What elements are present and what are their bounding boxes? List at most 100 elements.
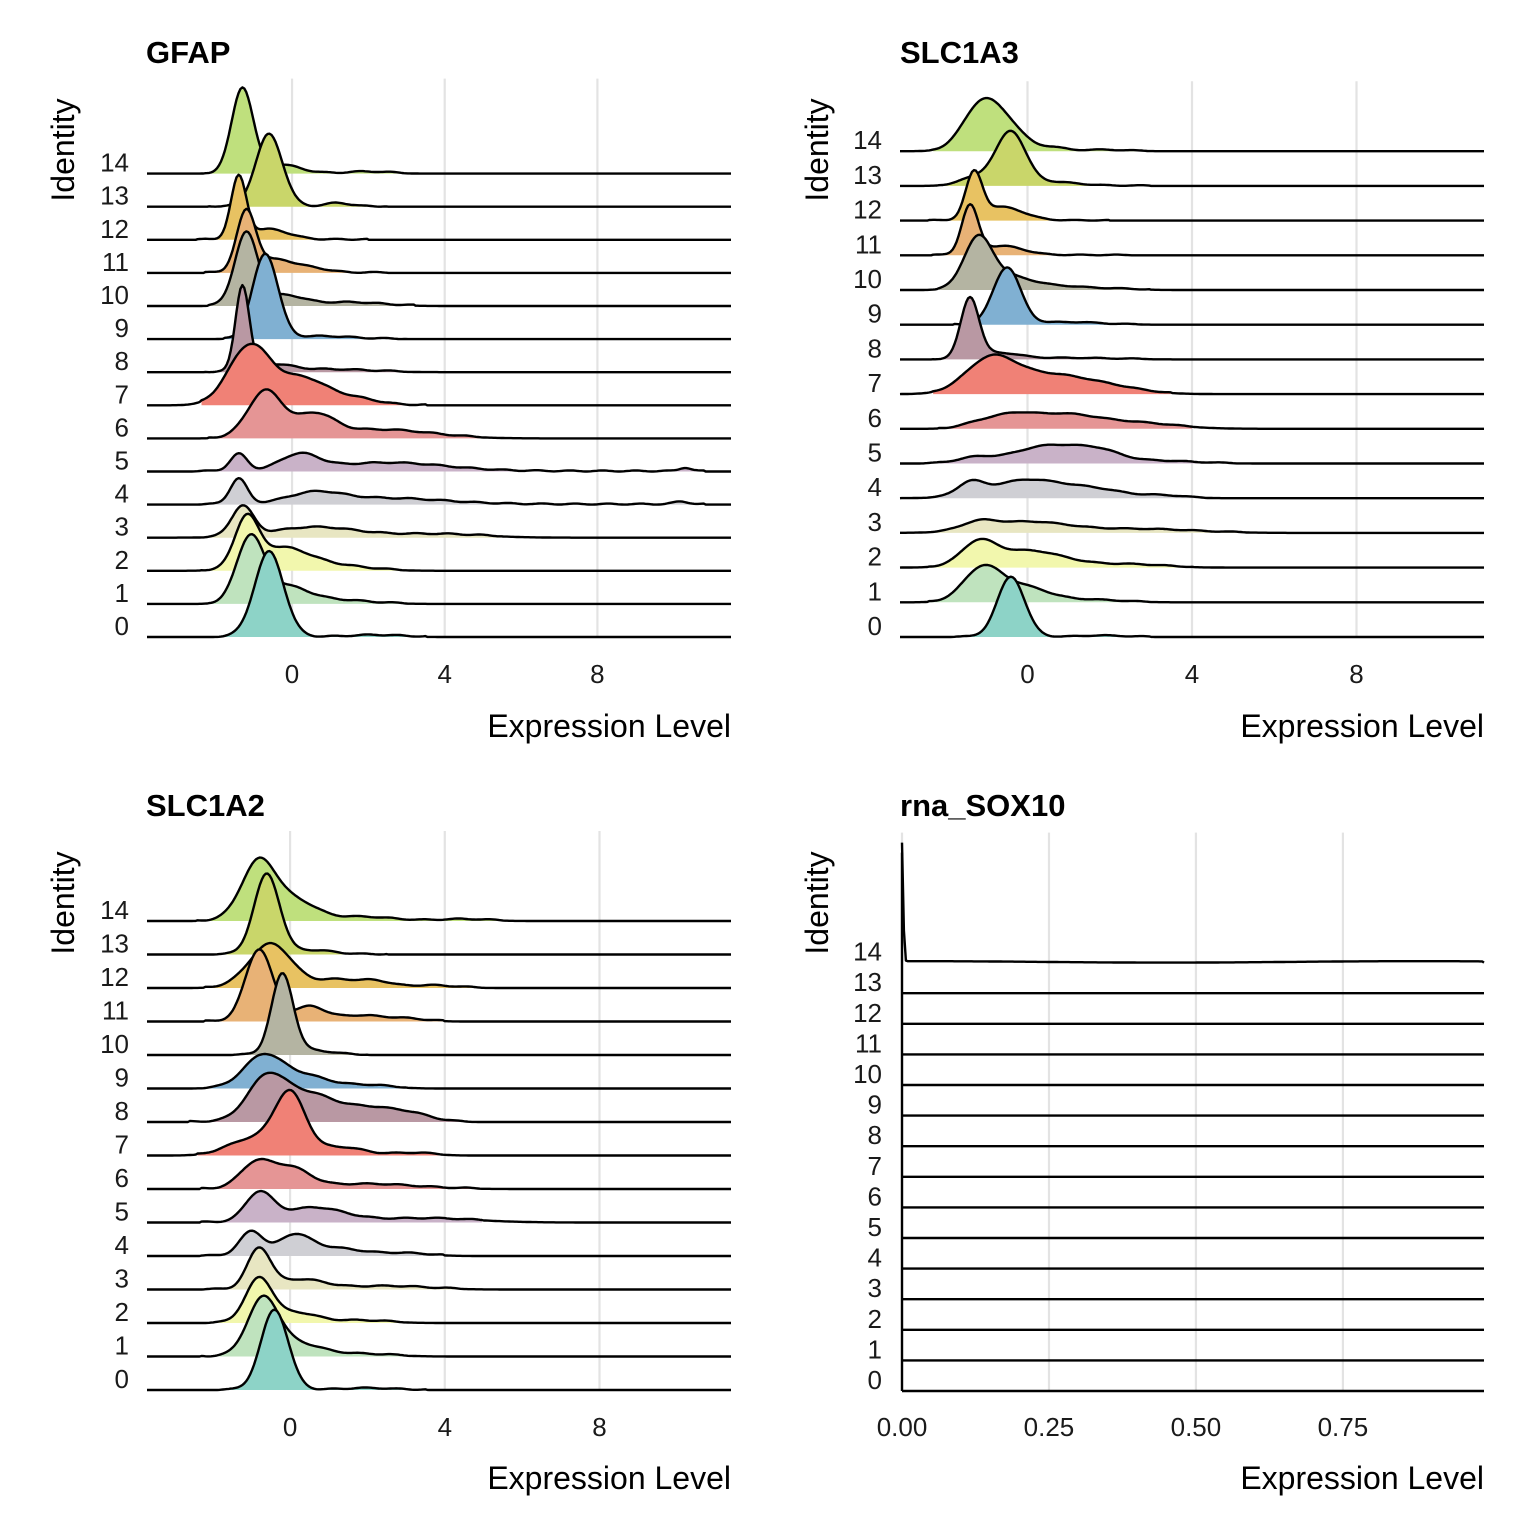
ridge-fill-12 [205,943,482,988]
ridge-line-9 [147,1052,731,1090]
y-tick-label: 1 [115,578,129,608]
x-tick-label: 8 [590,659,604,689]
y-tick-label: 6 [868,1181,882,1211]
ridges [147,86,731,639]
y-tick-label: 3 [868,507,882,537]
panel-title: SLC1A2 [146,788,265,823]
y-tick-label: 7 [868,368,882,398]
x-tick-label: 0.00 [877,1412,928,1442]
y-tick-label: 14 [100,148,129,178]
ridge-fill-6 [209,389,482,439]
ridge-fill-8 [205,285,406,373]
ridge-line-2 [899,537,1484,569]
ridge-line-0 [147,549,731,639]
y-tick-label: 14 [100,895,129,925]
y-tick-label: 4 [115,1230,129,1260]
ridge-fill-0 [217,551,426,637]
ridge-fill-14 [197,857,502,921]
y-tick-label: 9 [115,313,129,343]
y-tick-label: 13 [853,967,882,997]
y-tick-label: 4 [115,479,129,509]
y-tick-label: 3 [868,1273,882,1303]
ridge-fill-4 [197,478,704,505]
ridge-line-6 [147,1157,731,1191]
y-tick-label: 12 [100,214,129,244]
ridge-line-10 [147,230,731,308]
ridge-line-13 [900,129,1484,188]
panel-gfap: GFAP Identity Expression Level 0 4 8141312… [45,35,731,744]
x-tick-label: 0 [285,659,299,689]
ridge-line-4 [147,477,731,506]
ridge-line-5 [147,1189,731,1224]
x-tick-label: 0.75 [1318,1412,1369,1442]
ridges [147,856,731,1392]
y-tick-label: 7 [115,1130,129,1160]
y-tick-label: 5 [868,1212,882,1242]
x-tick-label: 8 [592,1412,606,1442]
ridge-line-6 [900,411,1484,430]
y-tick-label: 0 [868,1365,882,1395]
y-tick-label: 12 [853,998,882,1028]
ridge-fill-10 [232,973,367,1055]
ridge-fill-14 [933,98,1150,152]
grid-lines [290,78,599,637]
y-tick-label: 14 [853,125,882,155]
x-axis-label: Expression Level [487,708,731,744]
y-tick-label: 5 [115,1197,129,1227]
ridge-fill-0 [946,576,1150,637]
y-tick-label: 3 [115,1264,129,1294]
panel-title: SLC1A3 [900,35,1019,70]
ridge-line-14 [147,856,731,923]
ridge-line-1 [900,563,1484,604]
ridge-fill-3 [201,505,502,538]
ridge-line-14 [900,96,1484,153]
ridge-line-11 [900,203,1484,257]
x-tick-label: 8 [1349,659,1363,689]
x-tick-label: 0.50 [1171,1412,1222,1442]
ridge-line-5 [900,443,1484,465]
y-tick-label: 2 [868,1304,882,1334]
y-tick-label: 10 [100,280,129,310]
x-tick-label: 0 [283,1412,297,1442]
y-tick-label: 9 [868,1090,882,1120]
ridge-fill-2 [929,538,1192,568]
x-axis-label: Expression Level [1240,708,1484,744]
ridge-line-3 [147,1246,731,1291]
panel-title: rna_SOX10 [900,788,1065,823]
ridge-fill-6 [938,412,1192,429]
y-tick-label: 13 [100,929,129,959]
ridge-line-12 [147,173,731,241]
ridge-line-2 [147,512,731,572]
ridge-line-4 [147,1229,731,1258]
y-tick-label: 9 [115,1063,129,1093]
y-tick-label: 6 [115,1163,129,1193]
y-axis-label: Identity [45,851,81,954]
y-tick-label: 10 [853,264,882,294]
x-tick-label: 4 [438,1412,452,1442]
y-tick-label: 11 [855,1028,882,1058]
y-tick-label: 4 [868,472,882,502]
ridge-line-2 [147,1275,731,1325]
y-tick-label: 0 [868,611,882,641]
y-tick-label: 6 [115,412,129,442]
y-tick-label: 11 [855,229,882,259]
ridge-line-11 [147,948,731,1023]
ridge-line-8 [147,1071,731,1124]
ridge-line-14 [900,842,1485,964]
ridge-fill-10 [938,234,1150,290]
y-tick-label: 1 [868,1334,882,1364]
ridge-line-8 [147,283,731,374]
y-tick-label: 11 [102,247,129,277]
y-tick-label: 2 [115,545,129,575]
y-tick-label: 4 [868,1243,882,1273]
ridge-fill-7 [197,1089,443,1156]
ridge-fill-9 [954,267,1150,325]
y-tick-label: 11 [102,996,129,1026]
ridge-fill-13 [209,133,387,207]
ridge-line-11 [147,207,731,275]
y-tick-label: 9 [868,299,882,329]
x-tick-label: 0.25 [1024,1412,1075,1442]
ridge-line-9 [900,266,1484,326]
y-tick-label: 10 [100,1029,129,1059]
y-tick-label: 10 [853,1059,882,1089]
